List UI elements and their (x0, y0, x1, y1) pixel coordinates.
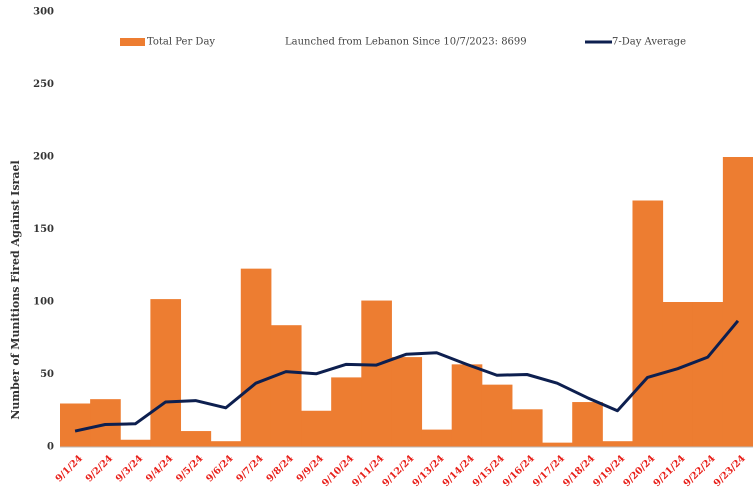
x-tick-label: 9/3/24 (114, 453, 146, 485)
bar (391, 357, 423, 447)
bar (572, 402, 603, 447)
y-tick-label: 0 (47, 442, 54, 453)
x-tick-label: 9/8/24 (264, 453, 296, 485)
x-tick-label: 9/23/24 (712, 453, 748, 489)
legend-label: 7-Day Average (612, 37, 686, 48)
bar (481, 384, 513, 447)
bar (662, 302, 694, 447)
y-tick-label: 100 (33, 297, 54, 308)
bar (632, 200, 664, 447)
x-tick-label: 9/21/24 (652, 453, 688, 489)
x-tick-label: 9/1/24 (54, 453, 86, 485)
bar (331, 377, 362, 447)
x-tick-label: 9/4/24 (144, 453, 176, 485)
x-tick-label: 9/19/24 (591, 453, 627, 489)
legend-label: Total Per Day (147, 37, 215, 48)
bar (602, 441, 633, 447)
x-tick-label: 9/10/24 (320, 453, 356, 489)
bar (301, 410, 332, 447)
bar (511, 409, 543, 447)
x-tick-label: 9/12/24 (380, 453, 416, 489)
x-tick-label: 9/13/24 (410, 453, 446, 489)
x-tick-label: 9/11/24 (350, 453, 386, 489)
bar (692, 302, 724, 447)
bar (60, 403, 91, 447)
x-tick-label: 9/5/24 (174, 453, 206, 485)
bar (120, 439, 151, 447)
y-tick-label: 150 (33, 224, 54, 235)
x-tick-label: 9/14/24 (441, 453, 477, 489)
annotation: Launched from Lebanon Since 10/7/2023: 8… (285, 37, 527, 48)
y-tick-label: 250 (33, 79, 54, 90)
x-tick-label: 9/16/24 (501, 453, 537, 489)
y-axis-label: Number of Munitions Fired Against Israel (9, 160, 22, 419)
x-tick-label: 9/18/24 (561, 453, 597, 489)
bar (180, 431, 212, 447)
x-tick-label: 9/15/24 (471, 453, 507, 489)
bar (210, 441, 242, 447)
bar (361, 300, 392, 447)
x-tick-label: 9/20/24 (621, 453, 657, 489)
x-tick-label: 9/7/24 (234, 453, 266, 485)
bar (270, 325, 302, 447)
bar (722, 157, 753, 447)
bar (451, 364, 483, 447)
legend-swatch (120, 38, 145, 46)
x-tick-label: 9/6/24 (204, 453, 236, 485)
line (74, 319, 740, 433)
x-tick-label: 9/22/24 (682, 453, 718, 489)
bar (240, 268, 272, 447)
bar (150, 299, 182, 447)
bar (421, 429, 453, 447)
x-tick-label: 9/2/24 (84, 453, 116, 485)
y-tick-label: 50 (40, 369, 54, 380)
bar (542, 442, 573, 447)
y-tick-label: 200 (33, 152, 54, 163)
x-tick-label: 9/17/24 (531, 453, 567, 489)
y-tick-label: 300 (33, 7, 54, 18)
